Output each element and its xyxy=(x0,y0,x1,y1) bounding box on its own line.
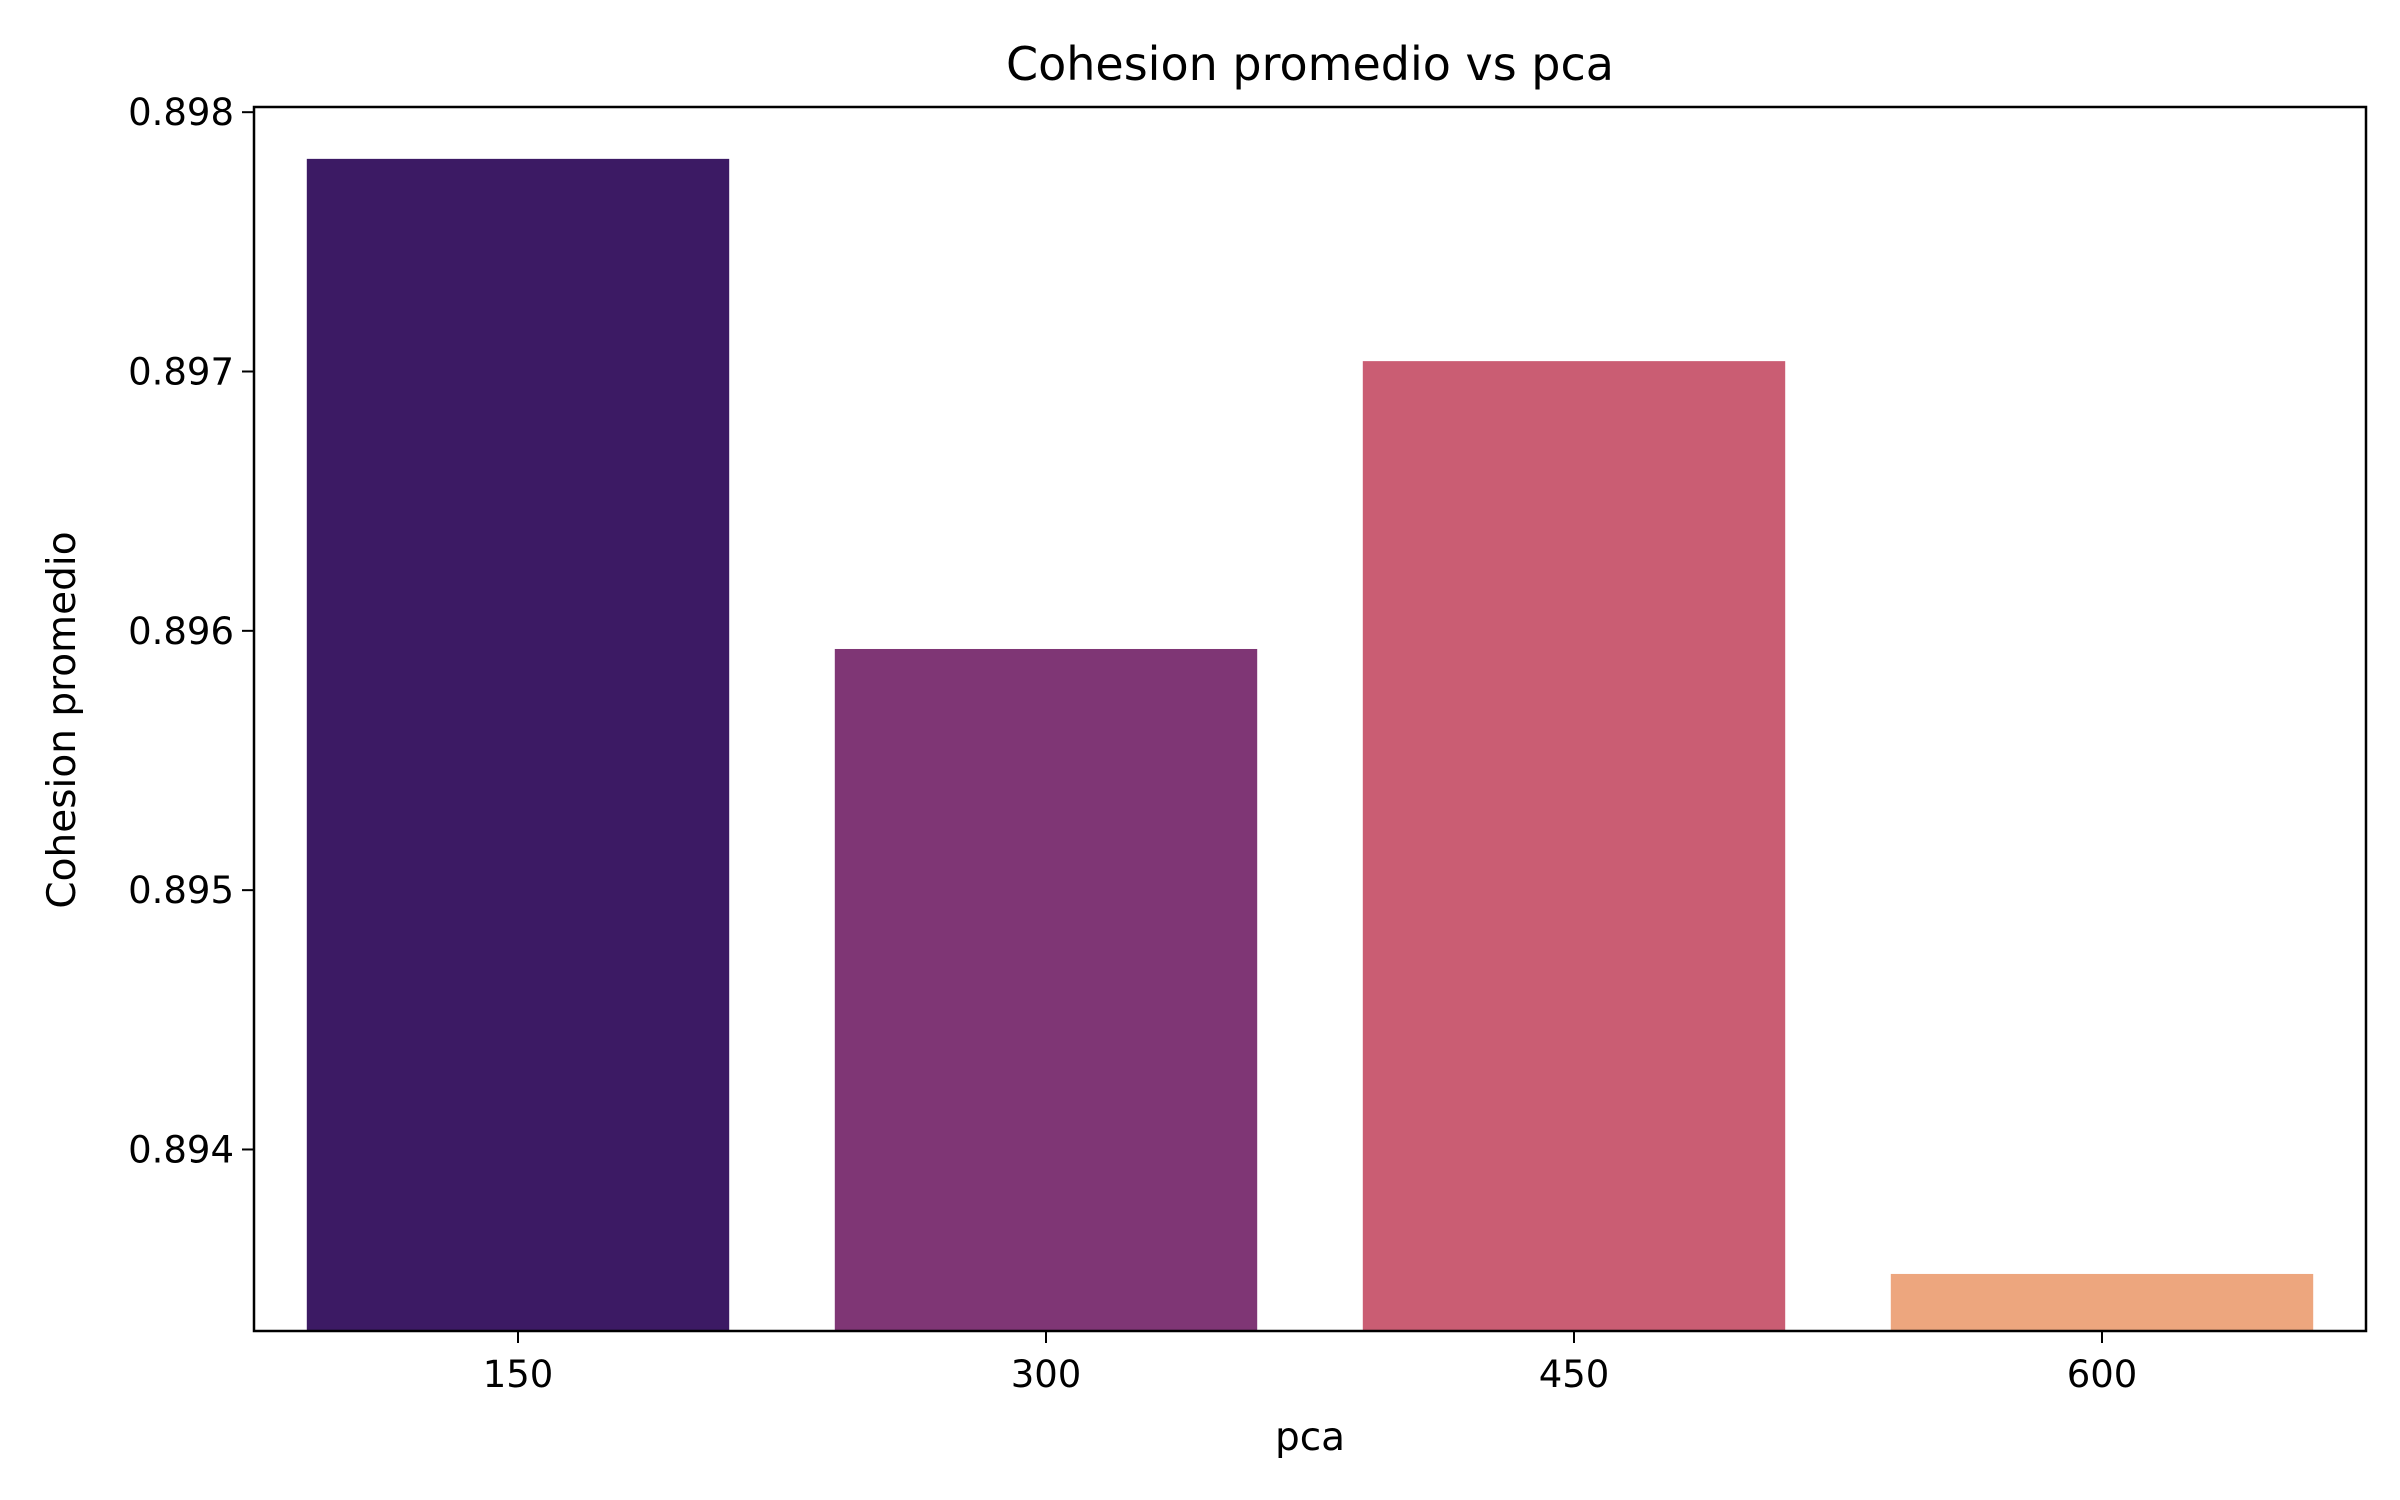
y-axis-label: Cohesion promedio xyxy=(40,531,85,908)
bar-450 xyxy=(1362,361,1786,1331)
x-axis-label: pca xyxy=(1275,1415,1345,1460)
x-tick-label: 600 xyxy=(2067,1353,2138,1396)
plot-area: 150 300 450 600 0.894 0.895 0.896 0.897 0.898 xyxy=(128,91,2368,1396)
bar-300 xyxy=(834,648,1258,1331)
chart-title: Cohesion promedio vs pca xyxy=(1006,37,1614,91)
y-tick-label: 0.895 xyxy=(128,869,234,912)
bar-150 xyxy=(306,158,730,1332)
x-tick-label: 300 xyxy=(1011,1353,1082,1396)
y-tick-label: 0.894 xyxy=(128,1128,234,1171)
x-tick-label: 150 xyxy=(483,1353,554,1396)
y-tick-label: 0.898 xyxy=(128,91,234,134)
bar-600 xyxy=(1890,1273,2314,1331)
y-tick-label: 0.896 xyxy=(128,610,234,653)
axes-frame xyxy=(252,105,2368,1333)
y-tick-label: 0.897 xyxy=(128,351,234,394)
x-tick-label: 450 xyxy=(1539,1353,1610,1396)
